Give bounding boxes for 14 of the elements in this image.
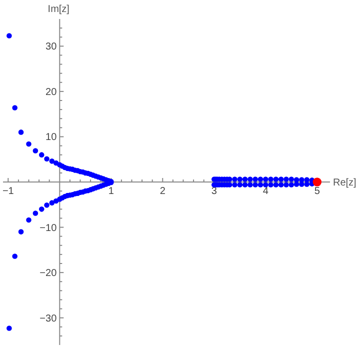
x-tick-label: 1: [108, 186, 114, 197]
y-tick-label: −20: [40, 268, 58, 280]
y-axis-title: Im[z]: [48, 4, 70, 15]
y-tick-label: 20: [46, 86, 58, 98]
y-tick-label: −10: [40, 222, 58, 234]
y-tick-label: −30: [40, 313, 58, 324]
x-tick-label: 4: [262, 186, 269, 197]
y-tick-label: 30: [46, 42, 58, 53]
x-tick-label: 5: [314, 186, 320, 197]
x-tick-label: 2: [160, 186, 166, 197]
x-tick-label: −1: [2, 186, 14, 197]
x-axis-title: Re[z]: [333, 178, 357, 188]
x-tick-label: 3: [211, 186, 218, 197]
y-tick-label: 10: [46, 132, 58, 144]
